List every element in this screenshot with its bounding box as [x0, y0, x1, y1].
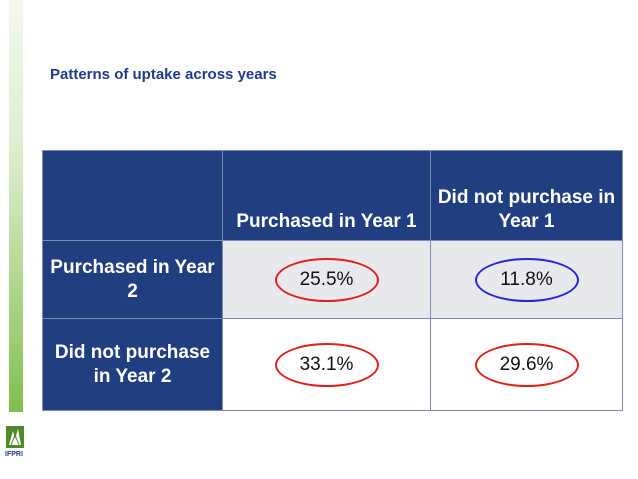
table-cell: 25.5%	[222, 240, 431, 319]
value-highlight: 33.1%	[274, 342, 379, 387]
slide-title: Patterns of uptake across years	[50, 66, 277, 83]
row-header-purchased-y2: Purchased in Year 2	[42, 240, 223, 319]
value-highlight: 11.8%	[474, 257, 579, 302]
row-header-not-purchased-y2: Did not purchase in Year 2	[42, 318, 223, 411]
value-highlight: 25.5%	[274, 257, 379, 302]
table-cell: 33.1%	[222, 318, 431, 411]
red-circle-annotation	[474, 342, 579, 387]
red-circle-annotation	[274, 257, 379, 302]
uptake-table: Purchased in Year 1 Did not purchase in …	[42, 150, 623, 411]
col-header-not-purchased-y1: Did not purchase in Year 1	[430, 150, 623, 241]
red-circle-annotation	[274, 342, 379, 387]
cell-value: 25.5%	[299, 268, 354, 290]
cell-value: 29.6%	[499, 353, 554, 375]
table-row: Purchased in Year 2 25.5% 11.8%	[42, 240, 623, 319]
cell-value: 11.8%	[500, 268, 553, 290]
blue-circle-annotation	[474, 257, 579, 302]
cell-value: 33.1%	[299, 353, 354, 375]
table-header-row: Purchased in Year 1 Did not purchase in …	[42, 150, 623, 241]
table-cell: 11.8%	[430, 240, 623, 319]
decorative-side-strip	[9, 0, 23, 412]
table-cell: 29.6%	[430, 318, 623, 411]
ifpri-logo-icon: IFPRI	[4, 424, 26, 464]
value-highlight: 29.6%	[474, 342, 579, 387]
table-row: Did not purchase in Year 2 33.1% 29.6%	[42, 318, 623, 411]
col-header-purchased-y1: Purchased in Year 1	[222, 150, 431, 241]
logo-label: IFPRI	[5, 451, 23, 458]
table-corner-cell	[42, 150, 223, 241]
